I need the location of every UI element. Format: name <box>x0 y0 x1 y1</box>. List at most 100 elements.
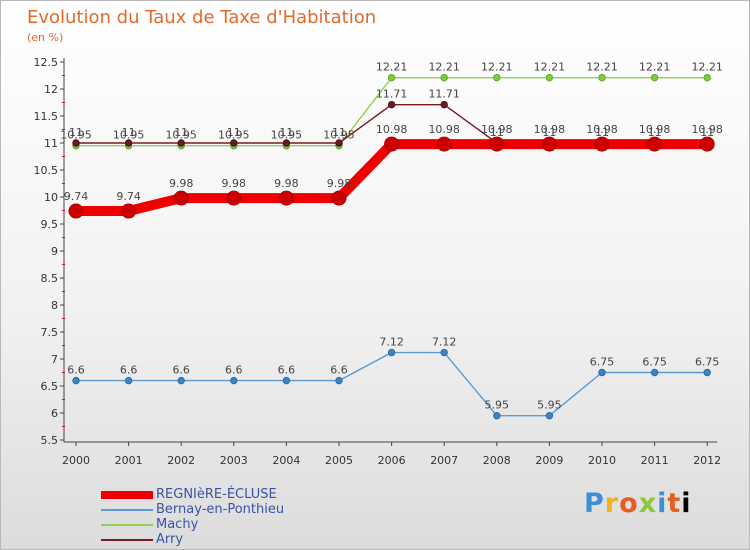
y-tick-label: 8 <box>51 299 58 312</box>
data-point-regniere-ecluse <box>541 136 557 152</box>
chart-title: Evolution du Taux de Taxe d'Habitation <box>27 7 377 28</box>
data-label-regniere-ecluse: 9.98 <box>274 177 299 190</box>
y-tick-label: 7 <box>51 353 58 366</box>
y-tick-label: 12 <box>44 83 58 96</box>
data-label-arry: 11 <box>174 126 188 139</box>
y-tick-label: 11 <box>44 137 58 150</box>
data-label-bernay-en-ponthieu: 6.6 <box>278 364 296 377</box>
data-point-bernay-en-ponthieu <box>387 348 396 357</box>
chart-subtitle: (en %) <box>27 31 64 44</box>
data-point-machy <box>440 73 448 82</box>
x-tick-label: 2005 <box>325 454 353 467</box>
data-point-regniere-ecluse <box>331 190 347 206</box>
logo-letter: i <box>681 488 692 519</box>
data-label-bernay-en-ponthieu: 6.75 <box>590 356 615 369</box>
x-tick-label: 2009 <box>535 454 563 467</box>
data-point-bernay-en-ponthieu <box>124 376 133 385</box>
x-tick-label: 2008 <box>483 454 511 467</box>
legend-label-bernay-en-ponthieu: Bernay-en-Ponthieu <box>156 502 285 517</box>
data-point-regniere-ecluse <box>384 136 400 152</box>
data-point-arry <box>124 139 133 147</box>
data-point-arry <box>282 139 291 147</box>
data-point-arry <box>177 139 185 147</box>
legend-swatch-arry <box>101 539 153 541</box>
y-tick-label: 7.5 <box>41 326 59 339</box>
data-point-arry <box>387 100 396 109</box>
x-tick-label: 2007 <box>430 454 458 467</box>
data-label-bernay-en-ponthieu: 7.12 <box>379 336 404 349</box>
data-label-machy: 10.95 <box>113 129 145 142</box>
y-tick-label: 11.5 <box>34 110 59 123</box>
data-label-arry: 11 <box>648 126 662 139</box>
data-point-machy <box>598 73 606 82</box>
data-label-machy: 12.21 <box>481 61 513 74</box>
data-point-machy <box>545 73 554 82</box>
y-tick-label: 9 <box>51 245 58 258</box>
data-point-regniere-ecluse <box>699 136 715 152</box>
logo-letter: r <box>604 488 620 519</box>
data-label-machy: 10.95 <box>271 129 303 142</box>
x-tick-label: 2002 <box>167 454 195 467</box>
data-label-machy: 10.95 <box>60 129 92 142</box>
data-point-arry <box>440 100 448 109</box>
data-point-regniere-ecluse <box>173 190 189 206</box>
legend-label-regniere-ecluse: REGNIèRE-ÉCLUSE <box>156 487 277 502</box>
data-label-arry: 11 <box>227 126 241 139</box>
data-point-regniere-ecluse <box>594 136 610 152</box>
data-label-arry: 11 <box>122 126 136 139</box>
data-label-machy: 12.21 <box>376 61 408 74</box>
x-tick-label: 2011 <box>641 454 669 467</box>
data-point-bernay-en-ponthieu <box>493 412 501 420</box>
data-label-machy: 12.21 <box>691 61 723 74</box>
data-label-bernay-en-ponthieu: 5.95 <box>537 399 562 412</box>
y-tick-label: 10.5 <box>34 164 59 177</box>
data-point-machy <box>650 73 659 82</box>
data-point-regniere-ecluse <box>226 190 242 206</box>
data-label-machy: 12.21 <box>534 61 566 74</box>
data-label-arry: 11 <box>700 126 714 139</box>
data-point-bernay-en-ponthieu <box>545 412 554 420</box>
data-point-regniere-ecluse <box>121 203 137 219</box>
logo-letter: x <box>638 488 658 519</box>
data-point-regniere-ecluse <box>436 136 452 152</box>
logo-letter: o <box>619 488 639 519</box>
data-point-bernay-en-ponthieu <box>72 376 80 385</box>
data-label-bernay-en-ponthieu: 6.6 <box>172 364 190 377</box>
logo-letter: P <box>584 488 605 519</box>
logo-letter: t <box>667 488 682 519</box>
data-point-machy <box>493 73 501 82</box>
x-tick-label: 2001 <box>115 454 143 467</box>
data-label-machy: 10.95 <box>218 129 250 142</box>
data-label-machy: 10.95 <box>165 129 197 142</box>
data-point-arry <box>230 139 238 147</box>
data-label-arry: 11.71 <box>428 88 460 101</box>
logo-letter: i <box>657 488 668 519</box>
data-label-arry: 11 <box>279 126 293 139</box>
data-label-bernay-en-ponthieu: 6.75 <box>695 356 720 369</box>
data-label-bernay-en-ponthieu: 6.6 <box>330 364 348 377</box>
data-point-regniere-ecluse <box>647 136 663 152</box>
x-tick-label: 2006 <box>378 454 406 467</box>
data-point-regniere-ecluse <box>489 136 505 152</box>
y-tick-label: 12.5 <box>34 56 59 69</box>
data-label-arry: 11.71 <box>376 88 408 101</box>
data-point-regniere-ecluse <box>68 203 84 219</box>
data-label-arry: 11 <box>595 126 609 139</box>
data-label-regniere-ecluse: 10.98 <box>639 123 671 136</box>
data-label-regniere-ecluse: 10.98 <box>534 123 566 136</box>
proxiti-logo[interactable]: Proxiti <box>584 488 692 519</box>
data-point-arry <box>72 139 80 147</box>
data-point-bernay-en-ponthieu <box>282 376 291 385</box>
data-label-bernay-en-ponthieu: 6.6 <box>67 364 85 377</box>
data-label-regniere-ecluse: 10.98 <box>691 123 723 136</box>
data-label-regniere-ecluse: 10.98 <box>376 123 408 136</box>
data-label-regniere-ecluse: 9.98 <box>327 177 352 190</box>
y-tick-label: 8.5 <box>41 272 59 285</box>
y-tick-label: 6.5 <box>41 380 59 393</box>
legend-swatch-regniere-ecluse <box>101 491 153 499</box>
y-tick-label: 9.5 <box>41 218 59 231</box>
data-label-regniere-ecluse: 10.98 <box>481 123 513 136</box>
data-point-bernay-en-ponthieu <box>703 368 711 377</box>
data-point-bernay-en-ponthieu <box>230 376 238 385</box>
